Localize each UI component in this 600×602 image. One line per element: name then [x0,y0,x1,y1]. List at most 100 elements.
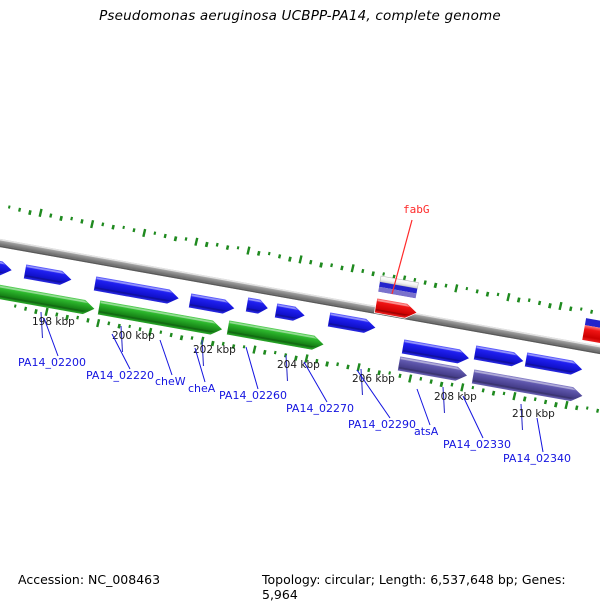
genome-backbone [0,235,600,360]
gene-label[interactable]: PA14_02260 [219,346,287,402]
lower-dot-strand [13,304,600,413]
strand-dot [585,406,589,410]
strand-dot [13,304,17,308]
gene-label-text[interactable]: cheA [188,382,216,395]
strand-dot [153,231,157,235]
strand-dot [590,309,594,314]
strand-dot [554,402,558,408]
strand-dot [163,233,167,239]
strand-dot [194,237,199,246]
fabG-gene-arrow[interactable] [373,297,418,320]
gene-arrow-forward[interactable] [92,275,180,306]
gene-arrow-reverse[interactable] [0,282,96,316]
gene-label-leader [303,361,328,403]
gene-arrow-reverse[interactable] [225,319,325,352]
gene-label-text[interactable]: PA14_02270 [286,402,354,415]
edge-feature-group[interactable] [582,318,600,344]
strand-dot [465,286,469,291]
strand-dot [225,245,230,250]
gene-label[interactable]: PA14_02330 [443,395,511,451]
strand-dot [533,397,537,402]
gene-label-text[interactable]: PA14_02330 [443,438,511,451]
strand-dot [423,280,427,285]
strand-dot [444,283,448,288]
ruler-tick-label: 200 kbp [112,330,155,342]
gene-arrow-forward[interactable] [273,302,306,323]
strand-dot [346,364,350,370]
reverse-gene-track[interactable] [0,282,325,352]
strand-dot [543,399,548,405]
gene-label[interactable]: PA14_02290 [348,369,416,431]
gene-arrow-secondary[interactable] [470,368,584,403]
strand-dot [159,330,163,334]
strand-dot [111,224,115,230]
gene-arrow-forward[interactable] [326,311,377,335]
gene-label-text[interactable]: PA14_02260 [219,389,287,402]
gene-arrow-reverse[interactable] [96,299,224,337]
gene-label-text[interactable]: PA14_02290 [348,418,416,431]
strand-dot [382,272,386,276]
strand-dot [236,246,240,250]
fabG-label-text[interactable]: fabG [403,203,430,216]
secondary-gene-track[interactable] [396,355,584,403]
gene-label-leader [356,369,391,419]
strand-dot [142,228,147,238]
strand-dot [210,340,215,347]
gene-label[interactable]: cheW [155,339,186,388]
gene-arrow-secondary[interactable] [396,355,469,383]
gene-arrow-forward[interactable] [0,257,14,278]
strand-dot [413,277,417,282]
gene-label-text[interactable]: PA14_02220 [86,369,154,382]
gene-label[interactable]: cheA [188,347,216,395]
gene-arrow-forward[interactable] [400,338,471,366]
strand-dot [512,392,517,401]
strand-dot [433,282,438,289]
ruler-tick-label: 206 kbp [352,373,395,385]
gene-label-text[interactable]: atsA [414,425,439,438]
fabG-callout[interactable]: fabG [391,203,430,295]
strand-dot [132,228,136,233]
strand-dot [24,306,28,311]
ruler-tick-line [442,386,446,414]
ruler-tick-label: 208 kbp [434,391,477,403]
forward-gene-track[interactable] [0,257,584,377]
ruler-tick-line [360,368,364,396]
strand-dot [148,327,153,337]
gene-label[interactable]: PA14_02200 [18,317,86,369]
strand-dot [49,213,53,218]
strand-dot [485,291,490,297]
strand-dot [107,321,111,326]
fabG-detail-bars[interactable] [377,275,419,301]
gene-label[interactable]: PA14_02270 [286,361,354,415]
gene-label-leader [416,388,431,426]
gene-arrow-forward[interactable] [523,351,584,377]
strand-dot [558,301,563,311]
gene-label-text[interactable]: cheW [155,375,186,388]
gene-arrow-forward[interactable] [472,344,525,369]
strand-dot [231,344,236,349]
gene-label[interactable]: atsA [414,388,439,438]
gene-label-text[interactable]: PA14_02200 [18,356,86,369]
edge-partial-feature[interactable] [582,318,600,344]
strand-dot [398,373,402,378]
gene-label[interactable]: PA14_02220 [86,333,154,382]
strand-dot [80,219,84,224]
strand-dot [569,306,573,312]
strand-dot [221,341,225,346]
gene-label-leader [43,317,59,357]
strand-dot [336,362,340,367]
ruler-tick-line [120,325,124,353]
strand-dot [502,391,506,396]
ruler-tick-line [520,403,524,431]
gene-label[interactable]: PA14_02340 [503,417,571,465]
gene-arrow-forward[interactable] [187,292,236,316]
gene-arrow-forward[interactable] [22,263,73,287]
strand-dot [215,242,219,247]
highlighted-feature-fabG[interactable] [373,275,419,320]
gene-arrow-forward[interactable] [244,296,269,316]
gene-label-leader [111,333,131,370]
strand-dot [304,354,309,363]
gene-label-text[interactable]: PA14_02340 [503,452,571,465]
